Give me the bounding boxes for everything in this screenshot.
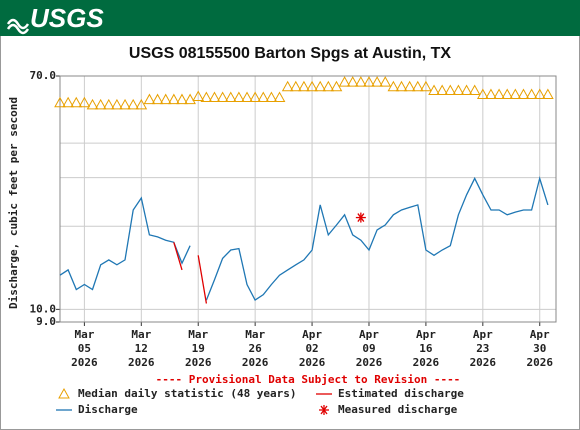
x-tick-label: Mar 26 2026 — [241, 328, 269, 369]
median-marker — [184, 93, 196, 105]
plot-area — [60, 76, 556, 322]
median-marker — [78, 96, 91, 108]
median-marker — [428, 84, 440, 96]
median-marker — [151, 93, 164, 105]
median-marker — [119, 98, 131, 110]
legend-label: Median daily statistic (48 years) — [78, 387, 297, 400]
median-marker — [62, 96, 74, 108]
logo: USGS — [30, 3, 104, 33]
x-tick-label: Apr 02 2026 — [298, 328, 326, 369]
legend-label: Estimated discharge — [338, 387, 464, 400]
median-marker — [281, 80, 294, 92]
median-marker — [355, 76, 367, 87]
x-tick-label: Apr 16 2026 — [412, 328, 440, 369]
median-marker — [411, 80, 424, 92]
median-marker — [233, 91, 245, 103]
logo-waves — [6, 18, 30, 35]
median-marker — [395, 80, 408, 92]
median-marker — [322, 80, 335, 92]
median-marker — [468, 84, 481, 96]
median-marker — [485, 88, 497, 99]
median-marker — [143, 93, 156, 105]
median-marker — [330, 80, 343, 92]
header-band — [0, 0, 580, 36]
median-marker — [533, 88, 546, 99]
x-tick-label: Mar 05 2026 — [71, 328, 98, 369]
x-tick-label: Apr 30 2026 — [526, 328, 553, 369]
discharge-line — [173, 242, 208, 304]
y-tick-label: 9.0 — [36, 315, 56, 328]
legend-swatch — [58, 387, 70, 399]
median-marker — [338, 76, 351, 87]
median-marker — [493, 88, 505, 99]
median-marker — [403, 80, 416, 92]
y-axis-label: Discharge, cubic feet per second — [7, 97, 20, 309]
median-marker — [509, 88, 522, 99]
median-marker — [436, 84, 449, 96]
median-marker — [363, 76, 375, 87]
median-marker — [216, 91, 229, 103]
median-marker — [86, 98, 99, 110]
median-marker — [208, 91, 221, 103]
median-marker — [371, 76, 383, 87]
median-marker — [346, 76, 359, 87]
median-marker — [273, 91, 286, 103]
median-marker — [135, 98, 148, 110]
x-tick-label: Apr 23 2026 — [469, 328, 497, 369]
median-marker — [542, 88, 554, 99]
median-marker — [379, 76, 392, 87]
y-tick-label: 10.0 — [30, 302, 57, 315]
median-marker — [94, 98, 107, 110]
median-marker — [70, 96, 83, 108]
plot-border — [59, 75, 557, 323]
median-marker — [501, 88, 514, 99]
median-marker — [452, 84, 465, 96]
median-marker — [167, 93, 180, 105]
median-marker — [54, 96, 66, 108]
legend-swatch — [319, 405, 329, 415]
median-marker — [460, 84, 473, 96]
x-tick-label: Mar 12 2026 — [128, 328, 155, 369]
measurement — [355, 212, 366, 223]
median-marker — [517, 88, 530, 99]
median-marker — [289, 80, 302, 92]
median-marker — [241, 91, 253, 103]
median-marker — [159, 93, 172, 105]
median-marker — [444, 84, 457, 96]
median-marker — [257, 91, 270, 103]
median-marker — [387, 80, 400, 92]
median-marker — [298, 80, 310, 92]
chart-title: USGS 08155500 Barton Spgs at Austin, TX — [129, 45, 452, 62]
median-marker — [314, 80, 327, 92]
median-marker — [224, 91, 237, 103]
x-tick-label: Mar 19 2026 — [184, 328, 212, 369]
median-marker — [249, 91, 261, 103]
median-marker — [476, 88, 489, 99]
median-marker — [525, 88, 538, 99]
median-marker — [111, 98, 123, 110]
legend-label: Discharge — [78, 403, 138, 416]
median-marker — [127, 98, 140, 110]
y-tick-label: 70.0 — [30, 69, 57, 82]
median-marker — [192, 90, 205, 102]
x-tick-label: Apr 09 2026 — [355, 328, 383, 369]
median-marker — [306, 80, 318, 92]
median-marker — [102, 98, 115, 110]
median-marker — [265, 91, 278, 103]
provisional-note: ---- Provisional Data Subject to Revisio… — [156, 373, 461, 386]
median-marker — [176, 93, 188, 105]
median-marker — [200, 91, 213, 103]
legend-label: Measured discharge — [338, 403, 458, 416]
median-marker — [420, 80, 432, 92]
discharge-line — [59, 176, 549, 302]
